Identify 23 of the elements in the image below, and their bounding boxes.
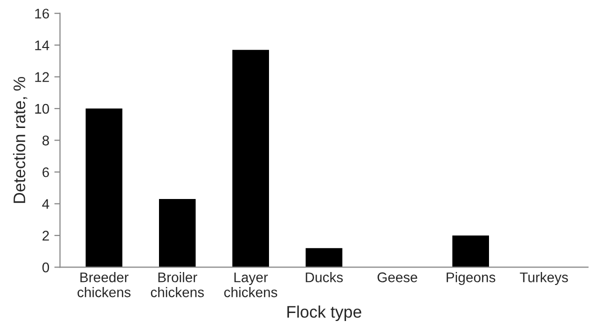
bar [86, 108, 122, 268]
x-tick-label: Ducks [306, 272, 343, 282]
bar [306, 248, 342, 268]
bar [452, 235, 489, 268]
x-tick-label: Pigeons [446, 272, 496, 286]
y-tick-label: 12 [35, 72, 49, 82]
x-tick-label: Broiler chickens [150, 272, 204, 298]
y-tick-label: 2 [42, 230, 49, 241]
bar [159, 198, 196, 268]
y-tick-label: 16 [35, 8, 49, 19]
y-tick-label: 14 [35, 40, 50, 50]
y-tick-label: 4 [42, 199, 50, 209]
x-axis-title: Flock type [287, 306, 362, 322]
y-tick-label: 0 [42, 262, 50, 272]
x-tick-label: Breeder chickens [78, 272, 131, 298]
y-tick-label: 6 [42, 167, 49, 178]
x-tick-label: Geese [378, 272, 418, 282]
bar [232, 50, 269, 268]
x-tick-label: Turkeys [520, 272, 568, 286]
y-tick-label: 10 [35, 104, 50, 114]
y-tick-label: 8 [42, 136, 49, 146]
x-tick-label: Layer chickens [224, 272, 278, 298]
y-axis-title: Detection rate, % [13, 76, 28, 203]
